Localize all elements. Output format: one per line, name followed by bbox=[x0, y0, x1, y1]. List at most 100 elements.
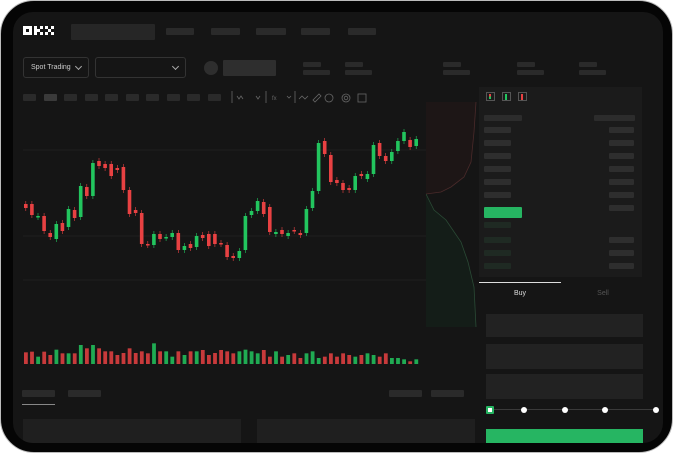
volume-bar bbox=[200, 350, 205, 364]
volume-bar bbox=[237, 351, 242, 364]
nav-item[interactable] bbox=[256, 28, 286, 35]
candle bbox=[194, 236, 199, 247]
ask-size bbox=[609, 127, 634, 133]
candle bbox=[322, 141, 327, 154]
both-sides-icon[interactable] bbox=[486, 92, 495, 101]
timeframe-button[interactable] bbox=[23, 94, 36, 101]
volume-bar bbox=[255, 353, 260, 364]
volume-bar bbox=[158, 351, 162, 364]
candle bbox=[390, 152, 394, 161]
bottom-action[interactable] bbox=[389, 390, 422, 397]
volume-bar bbox=[170, 356, 175, 364]
candle bbox=[225, 245, 229, 257]
fullscreen-icon bbox=[357, 93, 367, 103]
volume-bar bbox=[304, 353, 309, 364]
candle bbox=[249, 211, 254, 215]
tab-sell[interactable]: Sell bbox=[597, 290, 609, 297]
timeframe-button[interactable] bbox=[105, 94, 118, 101]
candle bbox=[316, 143, 321, 191]
nav-item[interactable] bbox=[166, 28, 194, 35]
drawing-tools: fx bbox=[231, 91, 367, 103]
volume-bar bbox=[30, 351, 34, 364]
slider-stop-50[interactable] bbox=[562, 407, 568, 413]
slider-handle[interactable] bbox=[486, 406, 494, 414]
timeframe-button[interactable] bbox=[187, 94, 200, 101]
price-input[interactable] bbox=[486, 314, 643, 337]
ask-price bbox=[484, 166, 511, 172]
volume-bar bbox=[24, 352, 28, 364]
buy-button[interactable] bbox=[486, 429, 643, 443]
amount-input[interactable] bbox=[486, 344, 643, 369]
candle bbox=[158, 234, 162, 239]
volume-bar bbox=[213, 353, 217, 364]
timeframe-button[interactable] bbox=[146, 94, 159, 101]
candle bbox=[329, 155, 333, 182]
volume-bar bbox=[194, 351, 199, 364]
pair-dropdown[interactable] bbox=[95, 57, 186, 78]
nav-item[interactable] bbox=[211, 28, 240, 35]
bids-only-icon[interactable] bbox=[502, 92, 511, 101]
candle bbox=[365, 174, 370, 179]
volume-bar bbox=[146, 353, 150, 364]
candle bbox=[139, 213, 144, 244]
tab-order-history[interactable] bbox=[68, 390, 101, 397]
stat-value bbox=[345, 70, 372, 75]
candle bbox=[280, 230, 284, 234]
volume-bar bbox=[164, 351, 169, 364]
nav-item[interactable] bbox=[348, 28, 376, 35]
stat-label bbox=[345, 62, 363, 67]
volume-bar bbox=[182, 355, 187, 364]
candle bbox=[383, 156, 388, 161]
tab-open-orders[interactable] bbox=[22, 390, 55, 397]
volume-bar bbox=[353, 356, 358, 364]
candle bbox=[54, 224, 59, 239]
volume-bar bbox=[36, 356, 40, 364]
spot-trading-dropdown[interactable]: Spot Trading bbox=[23, 57, 89, 78]
ask-size bbox=[609, 192, 634, 198]
slider-stop-75[interactable] bbox=[602, 407, 608, 413]
stat-value bbox=[443, 70, 470, 75]
slider-stop-100[interactable] bbox=[653, 407, 659, 413]
nav-item[interactable] bbox=[301, 28, 330, 35]
candle bbox=[164, 237, 168, 239]
candle bbox=[243, 216, 248, 250]
bottom-action[interactable] bbox=[431, 390, 464, 397]
volume-bar bbox=[103, 351, 108, 364]
timeframe-button[interactable] bbox=[125, 94, 139, 101]
volume-bar bbox=[298, 358, 303, 364]
candle bbox=[304, 209, 309, 233]
asks-only-icon[interactable] bbox=[518, 92, 527, 101]
book-mode-icons[interactable] bbox=[486, 92, 527, 101]
volume-bar bbox=[316, 358, 321, 364]
bottom-panel-right bbox=[257, 419, 475, 443]
ask-price bbox=[484, 192, 511, 198]
candle bbox=[377, 143, 382, 156]
volume-bar bbox=[249, 351, 254, 364]
stat-value bbox=[303, 70, 330, 75]
volume-bar bbox=[115, 355, 120, 364]
timeframe-button[interactable] bbox=[207, 94, 221, 101]
volume-bar bbox=[72, 353, 77, 364]
candle bbox=[207, 234, 211, 246]
volume-bar bbox=[365, 353, 370, 364]
candle bbox=[347, 188, 351, 190]
candle bbox=[24, 204, 28, 208]
total-input[interactable] bbox=[486, 374, 643, 399]
slider-stop-25[interactable] bbox=[521, 407, 527, 413]
candle bbox=[268, 207, 272, 232]
timeframe-button[interactable] bbox=[84, 94, 98, 101]
candle bbox=[255, 201, 260, 211]
candlestick-chart[interactable] bbox=[13, 12, 483, 372]
search-bar[interactable] bbox=[71, 24, 155, 40]
okx-logo[interactable] bbox=[23, 25, 63, 39]
tab-buy[interactable]: Buy bbox=[513, 290, 527, 297]
volume-bar bbox=[207, 355, 211, 364]
timeframe-button[interactable] bbox=[166, 94, 180, 101]
volume-bar bbox=[225, 351, 230, 364]
book-header bbox=[484, 115, 522, 121]
timeframe-button[interactable] bbox=[64, 94, 77, 101]
candle bbox=[188, 244, 193, 248]
timeframe-button[interactable] bbox=[43, 94, 57, 101]
amount-slider[interactable] bbox=[489, 409, 657, 410]
